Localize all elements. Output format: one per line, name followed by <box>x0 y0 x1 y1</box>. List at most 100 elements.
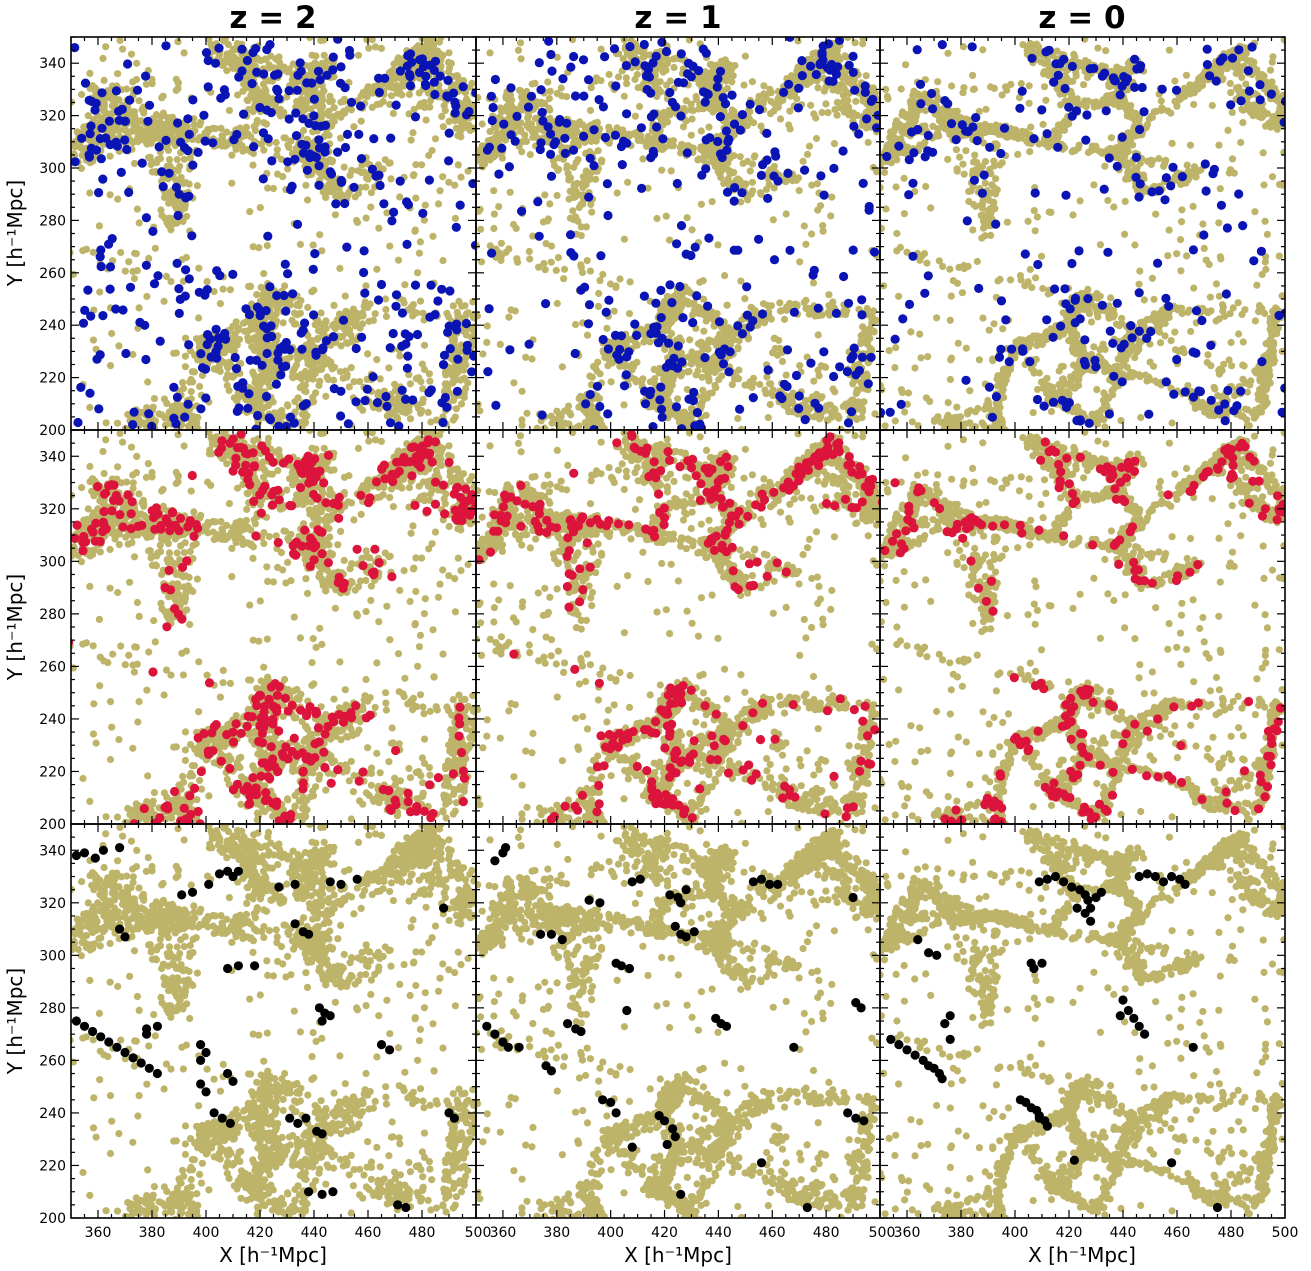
background-particle <box>662 212 670 220</box>
background-particle <box>381 156 389 164</box>
background-particle <box>242 123 250 131</box>
background-particle <box>274 170 282 178</box>
background-particle <box>233 56 242 64</box>
background-particle <box>385 364 393 372</box>
background-particle <box>269 372 278 381</box>
background-particle <box>196 335 204 343</box>
background-particle <box>387 92 396 100</box>
background-particle <box>513 255 521 263</box>
halo-point <box>174 308 184 318</box>
background-particle <box>464 98 472 106</box>
background-particle <box>249 243 257 251</box>
background-particle <box>757 122 765 130</box>
y-tick-label: 280 <box>39 213 66 229</box>
halo-point <box>314 135 324 145</box>
halo-point <box>184 129 194 139</box>
background-particle <box>409 129 417 137</box>
background-particle <box>330 363 339 371</box>
background-particle <box>497 239 505 247</box>
background-particle <box>394 256 403 264</box>
background-particle <box>186 432 193 439</box>
background-particle <box>337 134 345 142</box>
background-particle <box>261 296 269 304</box>
halo-point <box>284 86 294 96</box>
halo-point <box>97 123 107 133</box>
halo-point <box>210 58 221 68</box>
background-particle <box>588 208 596 216</box>
background-particle <box>445 64 454 72</box>
background-particle <box>735 366 743 374</box>
halo-point <box>345 50 355 60</box>
background-particle <box>263 290 271 298</box>
halo-point <box>141 71 151 81</box>
background-particle <box>203 278 211 286</box>
background-particle <box>791 300 799 308</box>
halo-point <box>80 305 90 315</box>
background-particle <box>244 333 252 341</box>
halo-point <box>111 86 121 96</box>
background-particle <box>445 117 453 125</box>
background-particle <box>406 415 415 423</box>
halo-point <box>287 181 297 191</box>
halo-point <box>356 154 367 164</box>
background-particle <box>150 395 158 403</box>
background-particle <box>490 187 498 195</box>
halo-point <box>104 116 114 126</box>
background-particle <box>424 37 432 42</box>
background-particle <box>362 214 370 222</box>
background-particle <box>364 83 372 91</box>
background-particle <box>419 385 427 393</box>
background-particle <box>774 351 782 359</box>
halo-point <box>336 62 346 72</box>
background-particle <box>436 187 444 195</box>
background-particle <box>373 356 381 364</box>
background-particle <box>371 43 380 51</box>
background-particle <box>114 195 122 203</box>
background-particle <box>382 305 390 314</box>
background-particle <box>318 247 326 255</box>
background-particle <box>260 119 268 127</box>
halo-point <box>199 110 209 120</box>
background-particle <box>273 146 281 154</box>
background-particle <box>257 283 265 291</box>
background-particle <box>620 92 628 100</box>
background-particle <box>831 388 839 396</box>
background-particle <box>442 371 450 379</box>
halo-point <box>382 401 392 411</box>
halo-point <box>354 129 364 139</box>
background-particle <box>190 121 198 129</box>
background-particle <box>160 297 168 305</box>
x-axis-label-col3: X [h⁻¹Mpc] <box>1028 1243 1136 1267</box>
background-particle <box>880 104 887 111</box>
halo-point <box>404 69 415 79</box>
background-particle <box>226 286 234 294</box>
background-particle <box>134 129 142 137</box>
halo-point <box>424 388 434 398</box>
background-particle <box>293 351 301 359</box>
halo-point <box>343 419 353 429</box>
background-particle <box>129 267 137 276</box>
background-particle <box>345 383 353 391</box>
background-particle <box>394 54 402 62</box>
background-particle <box>541 191 549 199</box>
background-particle <box>464 124 472 132</box>
background-particle <box>396 352 404 360</box>
background-particle <box>412 375 420 383</box>
halo-point <box>234 72 244 82</box>
background-particle <box>198 371 206 380</box>
background-particle <box>124 410 132 419</box>
halo-point <box>340 142 351 153</box>
background-particle <box>342 367 350 375</box>
background-particle <box>163 120 171 128</box>
background-particle <box>554 166 562 174</box>
background-particle <box>760 300 768 308</box>
background-particle <box>129 350 137 359</box>
background-particle <box>393 406 401 414</box>
background-particle <box>368 37 376 44</box>
background-particle <box>450 396 458 404</box>
background-particle <box>441 386 449 394</box>
background-particle <box>440 102 448 110</box>
background-particle <box>217 124 225 132</box>
background-particle <box>267 52 275 60</box>
